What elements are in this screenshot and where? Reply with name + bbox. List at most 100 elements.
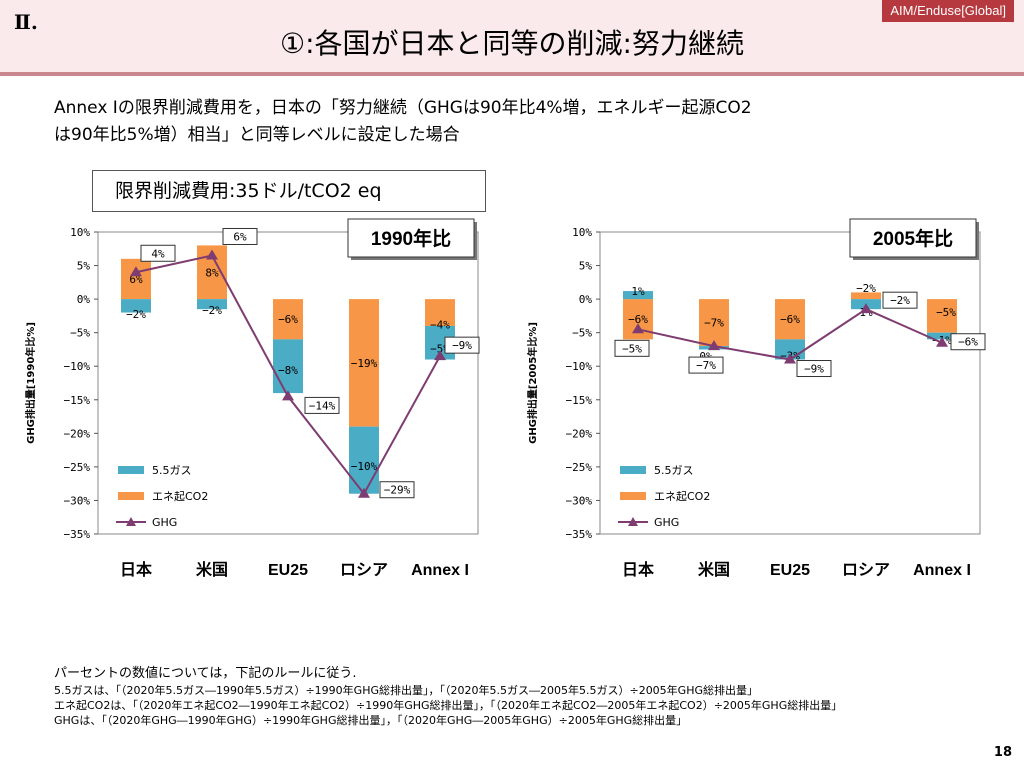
y-tick-label: 5% <box>77 260 91 273</box>
y-tick-label: −5% <box>572 327 592 340</box>
ghg-label-box <box>882 291 918 309</box>
y-axis-label: GHG排出量[1990年比%] <box>24 322 37 444</box>
co2-data-label: −6% <box>628 313 648 326</box>
category-label: ロシア <box>842 562 890 579</box>
intro-line-2: は90年比5%増）相当」と同等レベルに設定した場合 <box>54 125 460 145</box>
bar-gas <box>121 299 151 313</box>
ghg-data-label: −29% <box>384 484 411 497</box>
ghg-data-label: −9% <box>452 339 472 352</box>
ghg-data-label: −7% <box>696 359 716 372</box>
note-rule: パーセントの数値については，下記のルールに従う. <box>54 666 357 681</box>
ghg-data-label: −9% <box>804 363 824 376</box>
category-label: 米国 <box>196 560 228 579</box>
category-label: EU25 <box>268 562 308 579</box>
y-tick-label: 5% <box>579 260 593 273</box>
y-tick-label: −15% <box>566 394 593 407</box>
note-gas: 5.5ガスは、「（2020年5.5ガス―1990年5.5ガス）÷1990年GHG… <box>54 684 759 697</box>
ghg-point <box>860 303 872 314</box>
notes: パーセントの数値については，下記のルールに従う. 5.5ガスは、「（2020年5… <box>54 666 1004 728</box>
bar-gas <box>623 291 653 300</box>
chart-title: 2005年比 <box>873 227 953 250</box>
ghg-label-box <box>614 339 650 357</box>
section-number: Ⅱ. <box>14 10 38 34</box>
ghg-label-box <box>140 244 176 262</box>
y-tick-label: −35% <box>566 528 593 541</box>
ghg-label-box <box>796 360 832 378</box>
y-axis-label: GHG排出量[2005年比%] <box>526 322 539 444</box>
y-tick-label: −30% <box>566 494 593 507</box>
y-tick-label: 10% <box>572 226 592 239</box>
gas-data-label: 1% <box>631 285 645 298</box>
y-tick-label: −30% <box>64 494 91 507</box>
chart-2005: 10% 5% 0% −5% −10% −15% −20% −25% −30% −35% GHG排出量… <box>526 218 986 579</box>
ghg-label-box <box>379 481 415 499</box>
y-tick-label: −15% <box>64 394 91 407</box>
bar-co2 <box>273 299 303 340</box>
category-label: 米国 <box>698 560 730 579</box>
ghg-point <box>632 323 644 334</box>
title-box <box>347 218 475 258</box>
legend-swatch <box>620 466 646 474</box>
page-number: 18 <box>993 745 1012 760</box>
intro-text: Annex Iの限界削減費用を，日本の「努力継続（GHGは90年比4%増，エネル… <box>54 95 954 149</box>
co2-data-label: −5% <box>936 306 956 319</box>
ghg-data-label: 4% <box>151 247 165 260</box>
gas-data-label: −10% <box>351 460 378 473</box>
page-title: ①:各国が日本と同等の削減:努力継続 <box>280 27 744 60</box>
y-tick-label: −25% <box>64 461 91 474</box>
bar-co2 <box>349 299 379 427</box>
category-label: Annex I <box>913 562 971 579</box>
legend-swatch-marker <box>126 517 136 526</box>
bar-gas <box>273 339 303 394</box>
ghg-data-label: −6% <box>958 336 978 349</box>
legend-swatch <box>620 492 646 500</box>
ghg-point <box>784 353 796 364</box>
ghg-point <box>130 266 142 277</box>
note-ghg: GHGは、「（2020年GHG―1990年GHG）÷1990年GHG総排出量」，… <box>54 714 688 727</box>
plot-area <box>599 231 981 535</box>
gas-data-label: −2% <box>202 304 222 317</box>
chart-title: 1990年比 <box>371 227 451 250</box>
title-box <box>849 218 977 258</box>
y-tick-label: −10% <box>566 360 593 373</box>
ghg-label-box <box>222 227 258 245</box>
y-tick-label: −5% <box>70 327 90 340</box>
legend-swatch <box>118 492 144 500</box>
ghg-point <box>708 340 720 351</box>
gas-data-label: −2% <box>126 308 146 321</box>
bar-co2 <box>775 299 805 340</box>
ghg-point <box>434 350 446 361</box>
category-label: 日本 <box>622 560 654 579</box>
category-label: EU25 <box>770 562 810 579</box>
cost-box: 限界削減費用:35ドル/tCO2 eq <box>92 170 486 212</box>
ghg-point <box>936 336 948 347</box>
co2-data-label: 8% <box>205 266 219 279</box>
header-band <box>0 0 1024 72</box>
ghg-data-label: 6% <box>233 230 247 243</box>
y-tick-label: 0% <box>579 293 593 306</box>
legend-label: エネ起CO2 <box>152 490 208 503</box>
ghg-label-box <box>950 333 986 351</box>
legend-swatch <box>118 466 144 474</box>
gas-data-label: −2% <box>856 282 876 295</box>
category-label: 日本 <box>120 560 152 579</box>
legend-label: 5.5ガス <box>654 464 694 477</box>
category-label: Annex I <box>411 562 469 579</box>
bar-gas <box>197 299 227 310</box>
y-tick-label: −35% <box>64 528 91 541</box>
ghg-label-box <box>304 396 340 414</box>
chart-1990: 10% 5% 0% −5% −10% −15% −20% −25% −30% −35% GHG排出量… <box>24 218 480 579</box>
ghg-label-box <box>688 356 724 374</box>
legend-label: エネ起CO2 <box>654 490 710 503</box>
y-tick-label: 10% <box>70 226 90 239</box>
y-tick-label: 0% <box>77 293 91 306</box>
bar-gas <box>927 332 957 340</box>
co2-data-label: −19% <box>351 357 378 370</box>
ghg-data-label: −5% <box>622 342 642 355</box>
intro-line-1: Annex Iの限界削減費用を，日本の「努力継続（GHGは90年比4%増，エネル… <box>54 98 752 118</box>
note-co2: エネ起CO2は、「（2020年エネ起CO2―1990年エネ起CO2）÷1990年… <box>54 699 843 712</box>
co2-data-label: −6% <box>278 313 298 326</box>
y-tick-label: −20% <box>64 427 91 440</box>
bar-co2 <box>425 299 455 326</box>
legend-label: GHG <box>654 516 679 529</box>
